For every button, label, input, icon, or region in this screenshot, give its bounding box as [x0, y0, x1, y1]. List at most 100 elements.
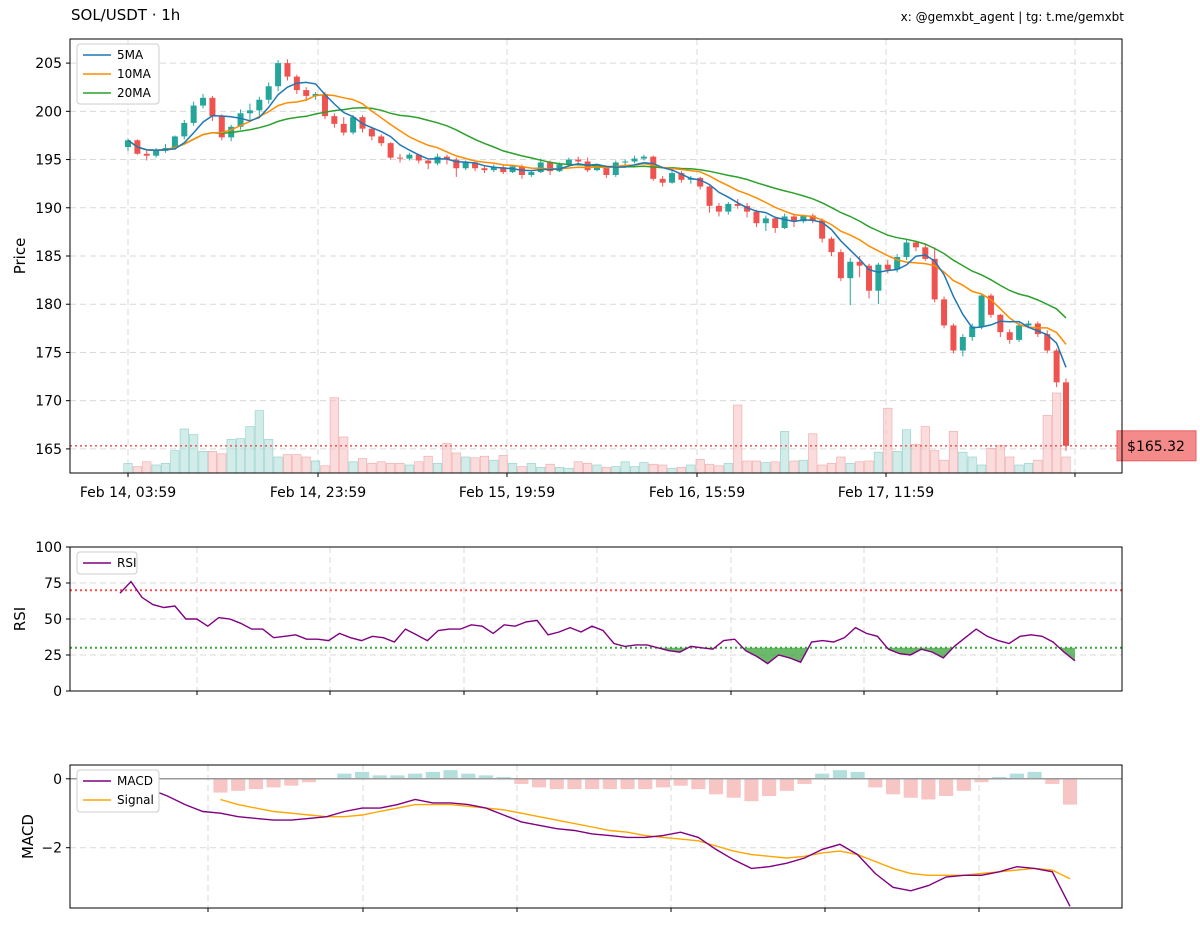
rsi-ylabel: RSI	[11, 607, 29, 631]
volume-bar	[151, 464, 161, 473]
price-ytick-label: 180	[35, 297, 62, 313]
volume-bar	[770, 461, 780, 473]
volume-bar	[132, 466, 142, 473]
volume-bar	[780, 431, 790, 473]
macd-histogram-bar	[567, 778, 582, 790]
candle-body	[612, 162, 619, 175]
current-price-box	[1116, 430, 1197, 462]
candles	[124, 59, 1070, 451]
rsi-ytick-label: 75	[44, 576, 62, 592]
candle-body	[387, 143, 394, 158]
volume-bar	[920, 426, 930, 473]
macd-histogram-bar	[832, 770, 848, 779]
candle-body	[978, 295, 985, 327]
candle-body	[124, 140, 132, 148]
volume-bar	[1033, 459, 1043, 473]
macd-histogram-bar	[1045, 778, 1060, 784]
legend-label-ma20: 20MA	[117, 86, 152, 100]
volume-bar	[207, 451, 217, 473]
volume-bar	[442, 443, 452, 473]
volume-bar	[742, 460, 752, 473]
volume-bar	[977, 464, 987, 473]
price-ytick-label: 205	[35, 56, 62, 72]
volume-bar	[1042, 415, 1052, 473]
macd-histogram-bar	[974, 778, 989, 783]
candle-body	[790, 216, 797, 222]
candle-body	[434, 156, 441, 164]
macd-histogram-bar	[1009, 773, 1024, 779]
volume-bar	[189, 434, 199, 473]
volume-bar	[311, 460, 321, 473]
volume-bar	[273, 456, 283, 473]
volume-bar	[339, 436, 349, 473]
volume-bar	[958, 451, 968, 473]
volume-bar	[517, 466, 527, 473]
candle-body	[397, 157, 404, 159]
volume-bar	[320, 465, 330, 473]
volume-bar	[123, 463, 133, 473]
candle-body	[565, 159, 572, 165]
candle-body	[275, 63, 282, 87]
macd-histogram-bar	[549, 778, 564, 790]
macd-histogram-bar	[744, 778, 759, 802]
macd-histogram-bar	[903, 778, 918, 798]
price-ylabel: Price	[11, 238, 29, 275]
macd-histogram-bar	[354, 771, 370, 779]
volume-bar	[1061, 456, 1071, 473]
candle-body	[678, 173, 685, 180]
volume-bar	[282, 454, 292, 473]
price-xtick-label: Feb 15, 19:59	[459, 485, 555, 501]
candle-body	[847, 261, 854, 279]
candle-body	[894, 256, 901, 270]
candle-body	[246, 110, 253, 114]
volume-bar	[461, 456, 471, 473]
price-ytick-label: 175	[35, 345, 62, 361]
candle-body	[669, 173, 676, 183]
volume-bar	[179, 428, 189, 473]
candle-body	[809, 215, 816, 221]
volume-bar	[845, 463, 855, 473]
candle-body	[856, 261, 863, 266]
volume-bar	[573, 461, 583, 473]
candle-body	[734, 203, 741, 206]
candle-body	[143, 153, 150, 156]
macd-ylabel: MACD	[19, 814, 37, 859]
volume-bar	[873, 451, 883, 473]
candle-body	[378, 136, 385, 144]
price-ytick-label: 195	[35, 153, 62, 169]
volume-bar	[995, 445, 1005, 473]
candle-body	[472, 162, 479, 169]
volume-bar	[639, 462, 649, 473]
macd-histogram-bar	[301, 778, 317, 783]
candle-body	[772, 218, 779, 229]
price-xtick-label: Feb 17, 11:59	[838, 485, 934, 501]
candle-body	[1062, 382, 1070, 446]
candle-body	[528, 172, 535, 175]
macd-histogram-bar	[390, 775, 405, 779]
candle-body	[762, 218, 769, 224]
macd-histogram-bar	[425, 771, 440, 779]
candle-body	[875, 264, 882, 291]
volume-bar	[592, 464, 602, 473]
volume-bar	[723, 463, 733, 473]
candle-body	[303, 90, 310, 96]
price-legend-box	[76, 43, 160, 105]
macd-histogram-bar	[708, 778, 724, 795]
volume-bar	[789, 460, 799, 473]
macd-histogram-bar	[266, 778, 281, 788]
volume-bar	[395, 463, 405, 473]
volume-bar	[554, 467, 565, 473]
candle-body	[884, 264, 891, 270]
candle-body	[987, 295, 994, 315]
legend-label-ma10: 10MA	[117, 67, 152, 81]
macd-histogram-bar	[762, 778, 777, 797]
volume-bar	[545, 463, 555, 473]
macd-line	[131, 781, 1071, 907]
macd-histogram-bar	[885, 778, 901, 795]
candle-body	[415, 154, 422, 161]
candle-body	[462, 162, 469, 169]
candle-body	[912, 242, 919, 248]
macd-histogram-bar	[514, 778, 529, 784]
candle-body	[547, 162, 554, 172]
candle-body	[490, 167, 497, 171]
